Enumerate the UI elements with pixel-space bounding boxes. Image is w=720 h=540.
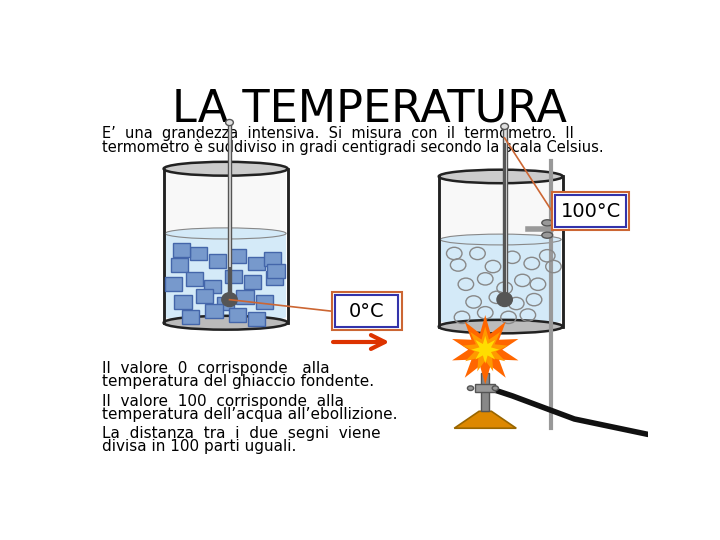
Polygon shape xyxy=(452,315,518,384)
Text: LA TEMPERATURA: LA TEMPERATURA xyxy=(171,88,567,131)
Bar xyxy=(236,291,253,304)
Bar xyxy=(229,308,246,322)
Ellipse shape xyxy=(441,315,561,326)
Bar xyxy=(171,258,188,272)
Text: temperatura del ghiaccio fondente.: temperatura del ghiaccio fondente. xyxy=(102,374,374,389)
Bar xyxy=(503,143,505,293)
Ellipse shape xyxy=(492,386,498,390)
Bar xyxy=(555,195,626,227)
Bar xyxy=(266,271,283,285)
Bar xyxy=(217,296,234,310)
Ellipse shape xyxy=(542,232,553,238)
Bar xyxy=(205,304,222,318)
Bar xyxy=(332,292,402,330)
Bar xyxy=(267,264,284,278)
Text: La  distanza  tra  i  due  segni  viene: La distanza tra i due segni viene xyxy=(102,426,380,441)
Bar xyxy=(482,373,489,411)
Text: Il  valore  0  corrisponde   alla: Il valore 0 corrisponde alla xyxy=(102,361,329,376)
Bar xyxy=(186,272,203,286)
Bar xyxy=(475,384,495,392)
Bar xyxy=(225,269,242,284)
Bar xyxy=(228,267,230,293)
Ellipse shape xyxy=(165,228,286,239)
Text: E’  una  grandezza  intensiva.  Si  misura  con  il  termometro.  Il: E’ una grandezza intensiva. Si misura co… xyxy=(102,126,573,141)
Bar xyxy=(165,233,286,316)
Text: 100°C: 100°C xyxy=(561,201,621,221)
Ellipse shape xyxy=(467,386,474,390)
Bar xyxy=(248,312,265,326)
Ellipse shape xyxy=(222,293,237,307)
Text: divisa in 100 parti uguali.: divisa in 100 parti uguali. xyxy=(102,439,296,454)
Text: temperatura dell’acqua all’ebollizione.: temperatura dell’acqua all’ebollizione. xyxy=(102,407,397,422)
Ellipse shape xyxy=(225,119,233,126)
Bar xyxy=(248,256,265,271)
Bar xyxy=(441,240,561,321)
Bar xyxy=(335,295,398,327)
Text: termometro è suddiviso in gradi centigradi secondo la scala Celsius.: termometro è suddiviso in gradi centigra… xyxy=(102,139,603,156)
Polygon shape xyxy=(472,336,499,363)
Bar xyxy=(441,177,561,327)
Bar xyxy=(173,242,190,256)
Text: Il  valore  100  corrisponde  alla: Il valore 100 corrisponde alla xyxy=(102,394,343,409)
Ellipse shape xyxy=(497,293,513,307)
Bar xyxy=(552,192,629,231)
Bar xyxy=(165,278,182,291)
Bar xyxy=(190,247,207,260)
Bar xyxy=(196,289,213,303)
Ellipse shape xyxy=(542,220,553,226)
Ellipse shape xyxy=(165,311,286,322)
Bar xyxy=(210,254,226,268)
Bar xyxy=(264,252,281,266)
Ellipse shape xyxy=(438,170,563,183)
Bar xyxy=(244,275,261,289)
Text: 0°C: 0°C xyxy=(349,302,384,321)
Ellipse shape xyxy=(163,162,287,176)
Bar xyxy=(256,295,273,309)
Ellipse shape xyxy=(163,316,287,330)
Bar xyxy=(182,310,199,325)
Polygon shape xyxy=(462,327,508,372)
Ellipse shape xyxy=(441,234,561,245)
Bar xyxy=(165,168,286,323)
Polygon shape xyxy=(454,411,516,428)
Ellipse shape xyxy=(500,123,508,130)
Bar xyxy=(228,123,231,293)
Ellipse shape xyxy=(438,320,563,333)
Bar xyxy=(229,249,246,262)
Bar xyxy=(204,280,221,294)
Bar xyxy=(174,295,192,309)
Bar xyxy=(503,126,507,293)
